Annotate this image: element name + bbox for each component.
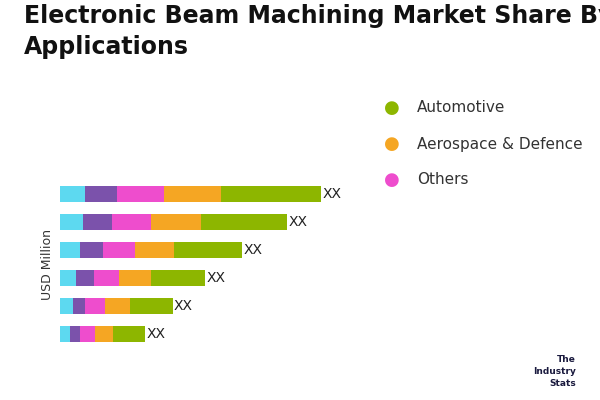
Text: ●: ● [384, 135, 400, 153]
Bar [130, 298, 173, 314]
Bar [103, 242, 135, 258]
Text: XX: XX [206, 271, 225, 285]
Bar [85, 186, 117, 202]
Text: XX: XX [146, 327, 166, 341]
Bar [76, 270, 94, 286]
Text: The
Industry
Stats: The Industry Stats [533, 356, 576, 388]
Bar [70, 326, 80, 342]
Text: ●: ● [384, 171, 400, 189]
Bar [94, 270, 119, 286]
Bar [60, 298, 73, 314]
Text: Automotive: Automotive [417, 100, 505, 116]
Text: XX: XX [322, 187, 341, 201]
Bar [151, 270, 205, 286]
Text: XX: XX [174, 299, 193, 313]
Bar [60, 214, 83, 230]
Bar [95, 326, 113, 342]
Bar [104, 298, 130, 314]
Bar [221, 186, 321, 202]
Text: Others: Others [417, 172, 469, 188]
Bar [60, 326, 70, 342]
Bar [135, 242, 175, 258]
Bar [175, 242, 242, 258]
Y-axis label: USD Million: USD Million [41, 228, 55, 300]
Bar [60, 242, 80, 258]
Bar [117, 186, 164, 202]
Text: XX: XX [244, 243, 263, 257]
Bar [113, 326, 145, 342]
Bar [85, 298, 104, 314]
Text: Aerospace & Defence: Aerospace & Defence [417, 136, 583, 152]
Bar [151, 214, 201, 230]
Text: Electronic Beam Machining Market Share By
Applications: Electronic Beam Machining Market Share B… [24, 4, 600, 59]
Bar [60, 270, 76, 286]
Bar [83, 214, 112, 230]
Bar [112, 214, 151, 230]
Bar [60, 186, 85, 202]
Text: XX: XX [289, 215, 307, 229]
Text: ●: ● [384, 99, 400, 117]
Bar [201, 214, 287, 230]
Bar [80, 242, 103, 258]
Bar [73, 298, 85, 314]
Bar [80, 326, 95, 342]
Bar [164, 186, 221, 202]
Bar [119, 270, 151, 286]
